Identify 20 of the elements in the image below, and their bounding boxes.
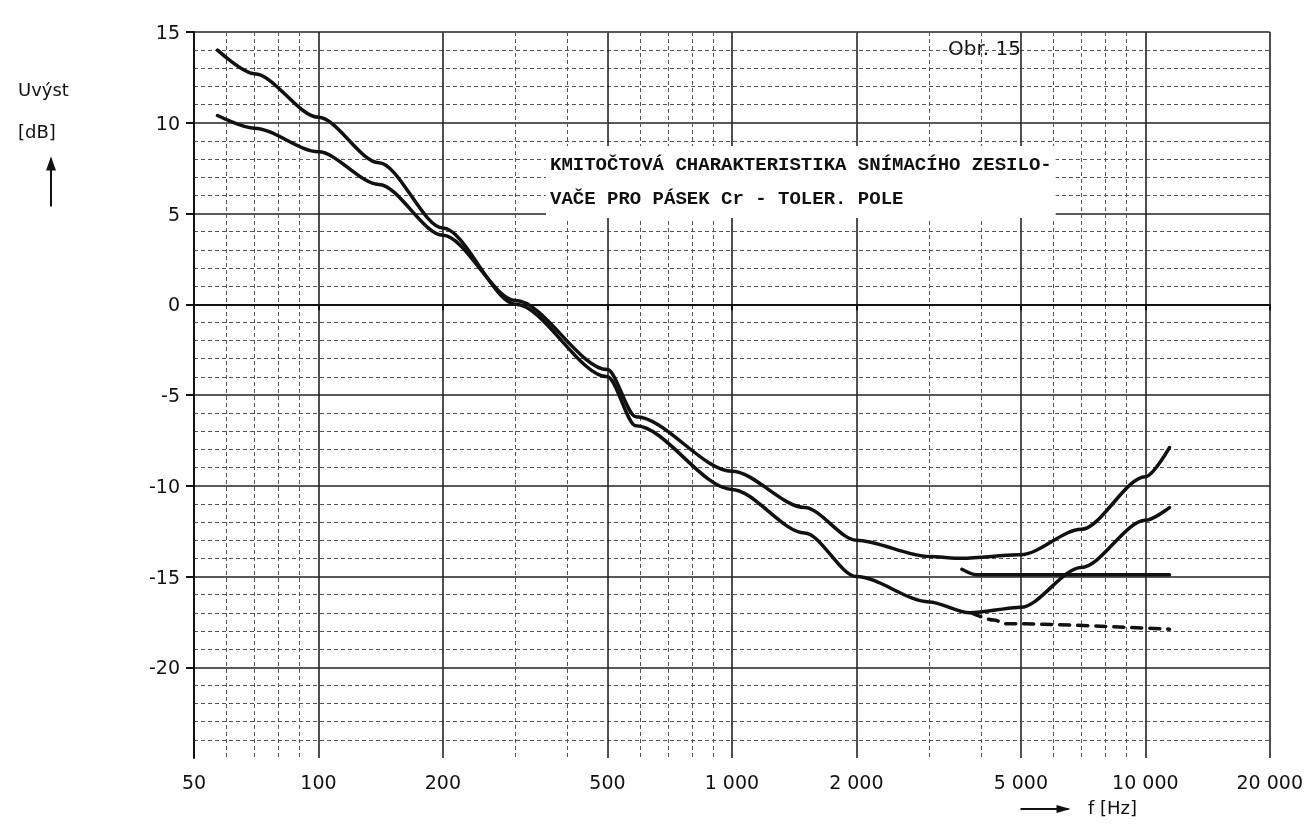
x-tick-label: 1 000	[704, 770, 760, 793]
y-tick-label: 10	[155, 111, 180, 134]
x-axis-title: f [Hz]	[1088, 796, 1138, 818]
x-tick-label: 2 000	[829, 770, 884, 793]
x-tick-label: 200	[424, 770, 462, 793]
y-tick-label: -5	[161, 384, 180, 406]
x-tick-label: 100	[300, 770, 337, 793]
y-axis-title: Uvýst [dB]	[18, 78, 69, 142]
y-tick-label: 0	[167, 293, 180, 316]
x-tick-label: 10 000	[1112, 770, 1179, 793]
y-tick-label: 15	[155, 21, 180, 43]
x-tick-label: 5 000	[993, 770, 1049, 793]
x-tick-label: 50	[181, 770, 207, 793]
y-tick-label: -10	[148, 474, 180, 497]
x-tick-label: 500	[589, 770, 626, 793]
x-tick-label: 20 000	[1236, 770, 1303, 793]
y-tick-label: -15	[148, 565, 180, 588]
text: KMITOČTOVÁ CHARAKTERISTIKA SNÍMACÍHO ZESILO- VAČE PRO PÁSEK Cr - TOLER. POLE	[550, 154, 1052, 210]
y-tick-label: 5	[167, 202, 180, 225]
y-tick-label: -20	[148, 656, 180, 679]
